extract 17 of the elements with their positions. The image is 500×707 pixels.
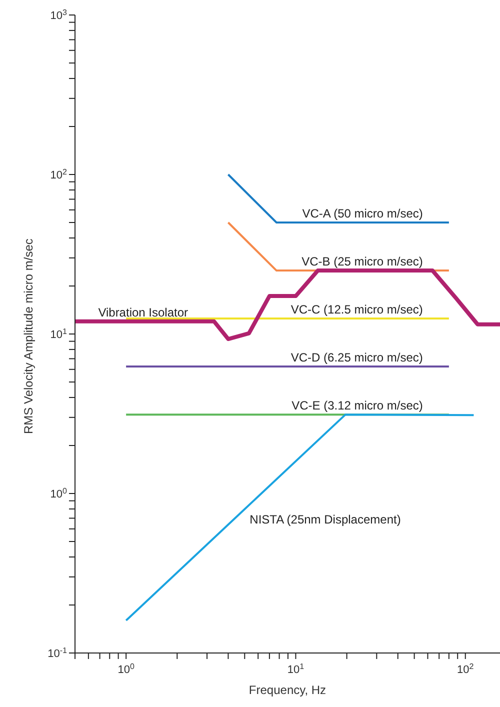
- y-tick-label: 10$^{3}$: [50, 8, 68, 22]
- series-label: VC-C (12.5 micro m/sec): [290, 302, 423, 317]
- series-label: VC-A (50 micro m/sec): [302, 206, 423, 221]
- y-tick-label: 10$^{2}$: [50, 167, 68, 182]
- x-axis-title: Frequency, Hz: [248, 683, 326, 697]
- series-label: VC-B (25 micro m/sec): [302, 254, 423, 269]
- y-tick-label: 10$^{1}$: [50, 326, 68, 341]
- x-tick-label: 10$^{0}$: [118, 662, 135, 676]
- y-tick-label: 10$^{0}$: [50, 486, 68, 500]
- series-label: NISTA (25nm Displacement): [250, 512, 401, 527]
- series-label: VC-D (6.25 micro m/sec): [290, 350, 423, 365]
- y-tick-label: 10$^{-1}$: [48, 646, 68, 660]
- series-label: VC-E (3.12 micro m/sec): [292, 398, 423, 413]
- x-tick-label: 10$^{1}$: [287, 662, 305, 676]
- series-label: Vibration Isolator: [98, 305, 188, 320]
- y-axis-title: RMS Velocity Amplitude micro m/sec: [21, 238, 36, 434]
- x-tick-label: 10$^{2}$: [457, 662, 474, 676]
